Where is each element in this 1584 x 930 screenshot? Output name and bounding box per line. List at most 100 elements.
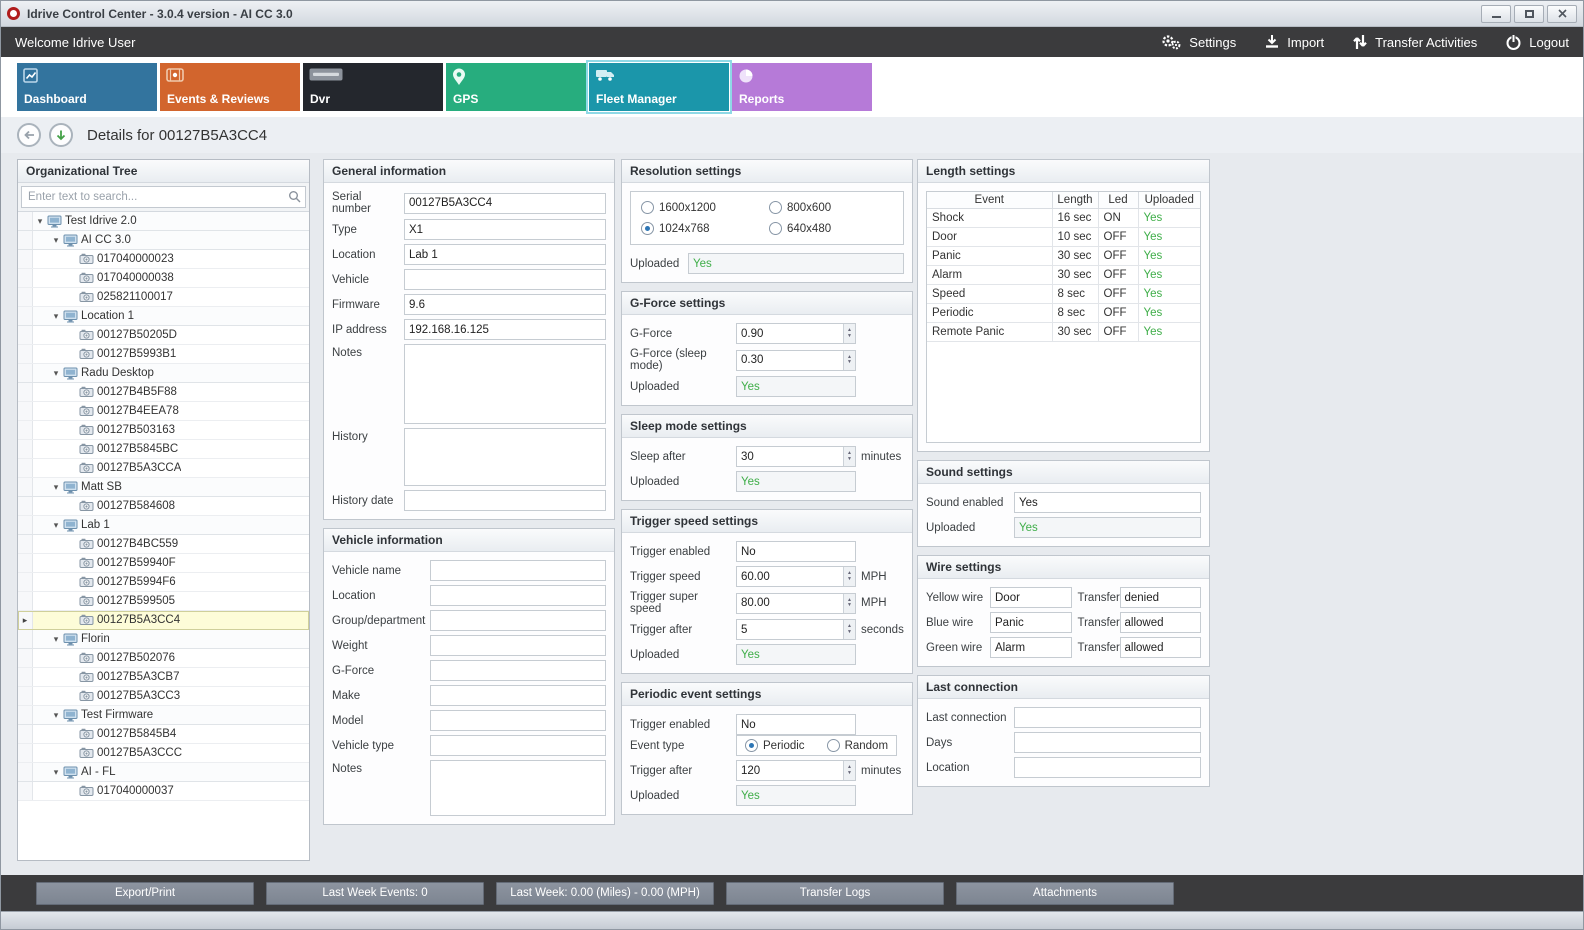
radio-option-periodic[interactable]: Periodic (745, 739, 805, 752)
field-blue-wire[interactable] (990, 612, 1072, 633)
field-model[interactable] (430, 710, 606, 731)
field-firmware[interactable] (404, 294, 606, 315)
table-row[interactable]: Shock 16 sec ON Yes (927, 208, 1200, 228)
tree-group-item[interactable]: ▾ Florin (18, 630, 309, 649)
table-row[interactable]: Panic 30 sec OFF Yes (927, 246, 1200, 266)
field-trigger-super-speed[interactable] (736, 592, 856, 614)
expander-icon[interactable]: ▾ (53, 234, 59, 245)
tree-device-item[interactable]: 00127B5994F6 (18, 573, 309, 592)
tree-group-item[interactable]: ▾ Radu Desktop (18, 364, 309, 383)
field-trigger-enabled[interactable] (736, 541, 856, 562)
field-yellow-wire[interactable] (990, 587, 1072, 608)
search-input[interactable] (21, 186, 306, 208)
tree-device-item[interactable]: 00127B5A3CCA (18, 459, 309, 478)
tab-reports[interactable]: Reports (732, 63, 872, 111)
expander-icon[interactable]: ▾ (53, 519, 59, 530)
field-trigger-after[interactable] (736, 619, 856, 640)
table-row[interactable]: Periodic 8 sec OFF Yes (927, 303, 1200, 323)
field-location[interactable] (1014, 757, 1201, 778)
field-trigger-after[interactable] (736, 760, 856, 781)
tree-device-item[interactable]: 00127B59940F (18, 554, 309, 573)
tab-gps[interactable]: GPS (446, 63, 586, 111)
field-vehicle-name[interactable] (430, 560, 606, 581)
field-ip-address[interactable] (404, 319, 606, 340)
field-blue-wire-transfer[interactable] (1119, 612, 1201, 633)
tree-device-item[interactable]: 00127B5993B1 (18, 345, 309, 364)
field-notes[interactable] (430, 760, 606, 816)
tree-device-item[interactable]: 017040000037 (18, 782, 309, 801)
table-row[interactable]: Alarm 30 sec OFF Yes (927, 265, 1200, 285)
tree-device-item[interactable]: 00127B5A3CC3 (18, 687, 309, 706)
radio-option-640x480[interactable]: 640x480 (769, 222, 893, 235)
tab-dvr[interactable]: Dvr (303, 63, 443, 111)
tree-device-item[interactable]: 00127B502076 (18, 649, 309, 668)
table-row[interactable]: Speed 8 sec OFF Yes (927, 284, 1200, 304)
tree-group-item[interactable]: ▾ AI CC 3.0 (18, 231, 309, 250)
spinner-buttons-icon[interactable]: ▲ ▼ (843, 447, 855, 466)
tree-device-item[interactable]: 017040000038 (18, 269, 309, 288)
column-header-length[interactable]: Length (1051, 192, 1099, 209)
radio-option-1600x1200[interactable]: 1600x1200 (641, 201, 765, 214)
spinner-buttons-icon[interactable]: ▲ ▼ (843, 350, 855, 370)
field-g-force-sleep-mode[interactable] (736, 349, 856, 371)
field-weight[interactable] (430, 635, 606, 656)
expander-icon[interactable]: ▾ (37, 215, 43, 226)
bottom-button-transfer-logs[interactable]: Transfer Logs (726, 881, 944, 905)
tree-device-item[interactable]: 00127B50205D (18, 326, 309, 345)
close-x-icon[interactable] (1547, 4, 1577, 23)
tree-device-item[interactable]: 00127B4B5F88 (18, 383, 309, 402)
maximize-button[interactable] (1514, 4, 1544, 23)
field-trigger-speed[interactable] (736, 566, 856, 587)
expander-icon[interactable]: ▾ (53, 481, 59, 492)
bottom-button-export-print[interactable]: Export/Print (36, 881, 254, 905)
field-yellow-wire-transfer[interactable] (1119, 587, 1201, 608)
field-sound-enabled[interactable] (1014, 492, 1201, 513)
field-make[interactable] (430, 685, 606, 706)
expander-icon[interactable]: ▾ (53, 766, 59, 777)
field-history[interactable] (404, 428, 606, 486)
tree-device-item[interactable]: 00127B503163 (18, 421, 309, 440)
field-green-wire-transfer[interactable] (1119, 637, 1201, 658)
tree-device-item[interactable]: 017040000023 (18, 250, 309, 269)
radio-option-800x600[interactable]: 800x600 (769, 201, 893, 214)
field-location[interactable] (404, 244, 606, 265)
column-header-event[interactable]: Event (927, 192, 1053, 209)
spinner-buttons-icon[interactable]: ▲ ▼ (843, 324, 855, 343)
tree-group-item[interactable]: ▾ Test Idrive 2.0 (18, 212, 309, 231)
field-sleep-after[interactable] (736, 446, 856, 467)
tree-group-item[interactable]: ▾ Matt SB (18, 478, 309, 497)
expander-icon[interactable]: ▾ (53, 367, 59, 378)
search-icon[interactable] (288, 190, 301, 208)
minimize-button[interactable] (1481, 4, 1511, 23)
radio-option-1024x768[interactable]: 1024x768 (641, 222, 765, 235)
column-header-uploaded[interactable]: Uploaded (1137, 192, 1200, 209)
expander-icon[interactable]: ▾ (53, 633, 59, 644)
spinner-buttons-icon[interactable]: ▲ ▼ (843, 567, 855, 586)
action-import[interactable]: Import (1264, 34, 1324, 50)
radio-option-random[interactable]: Random (826, 739, 888, 752)
field-serial-number[interactable] (404, 192, 606, 214)
tree-device-item[interactable]: 00127B584608 (18, 497, 309, 516)
field-group-department[interactable] (430, 610, 606, 631)
field-g-force[interactable] (736, 323, 856, 344)
action-logout[interactable]: Logout (1505, 33, 1569, 51)
action-transfer-activities[interactable]: Transfer Activities (1352, 34, 1477, 50)
field-g-force[interactable] (430, 660, 606, 681)
tree-device-item[interactable]: 00127B5845B4 (18, 725, 309, 744)
bottom-button-last-week-0-00-miles-0-00-mph[interactable]: Last Week: 0.00 (Miles) - 0.00 (MPH) (496, 881, 714, 905)
expander-icon[interactable]: ▾ (53, 310, 59, 321)
spinner-buttons-icon[interactable]: ▲ ▼ (843, 620, 855, 639)
field-green-wire[interactable] (990, 637, 1072, 658)
tree-device-item[interactable]: ▸ 00127B5A3CC4 (18, 611, 309, 630)
field-days[interactable] (1014, 732, 1201, 753)
bottom-button-last-week-events-0[interactable]: Last Week Events: 0 (266, 881, 484, 905)
field-notes[interactable] (404, 344, 606, 424)
column-header-led[interactable]: Led (1097, 192, 1139, 209)
bottom-button-attachments[interactable]: Attachments (956, 881, 1174, 905)
tab-events-reviews[interactable]: Events & Reviews (160, 63, 300, 111)
field-location[interactable] (430, 585, 606, 606)
tree-group-item[interactable]: ▾ Location 1 (18, 307, 309, 326)
tree-group-item[interactable]: ▾ Test Firmware (18, 706, 309, 725)
tree-device-item[interactable]: 00127B4EEA78 (18, 402, 309, 421)
tab-fleet-manager[interactable]: Fleet Manager (586, 60, 732, 114)
